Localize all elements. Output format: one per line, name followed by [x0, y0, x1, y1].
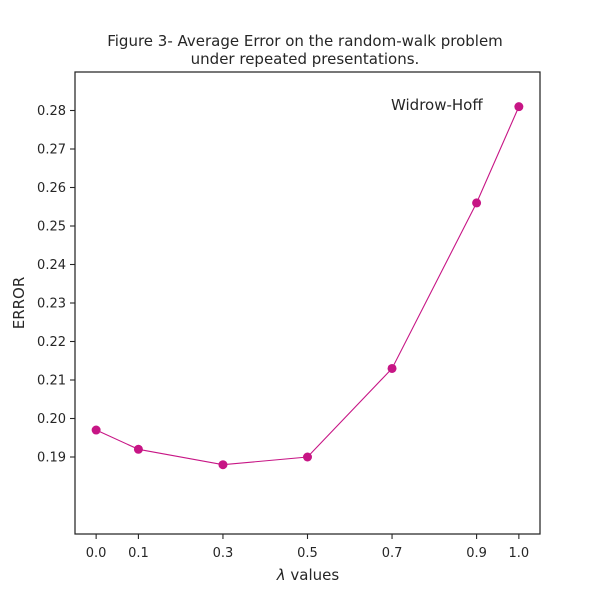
- data-point: [472, 198, 482, 208]
- y-tick-label: 0.20: [37, 412, 66, 427]
- y-axis-label: ERROR: [10, 277, 28, 330]
- chart-title-line-1: Figure 3- Average Error on the random-wa…: [107, 32, 503, 50]
- x-tick-label: 1.0: [509, 546, 530, 561]
- series-line: [95, 106, 520, 466]
- x-axis: 0.0 0.1 0.3 0.5 0.7 0.9 1.0: [86, 534, 529, 561]
- y-tick-label: 0.23: [37, 297, 66, 312]
- plot-frame: [74, 71, 541, 535]
- annotation-widrow-hoff: Widrow-Hoff: [391, 96, 483, 114]
- x-tick-label: 0.7: [382, 546, 403, 561]
- lambda-symbol: λ: [276, 566, 286, 584]
- x-tick-label: 0.1: [128, 546, 149, 561]
- y-tick-label: 0.24: [37, 258, 66, 273]
- y-tick-label: 0.28: [37, 104, 66, 119]
- y-tick-label: 0.27: [37, 143, 66, 158]
- y-tick-label: 0.22: [37, 335, 66, 350]
- x-axis-label-text: values: [286, 566, 340, 584]
- x-tick-label: 0.3: [213, 546, 234, 561]
- x-axis-label: λ values: [276, 566, 340, 584]
- data-point: [91, 425, 101, 435]
- data-point: [514, 102, 524, 112]
- y-tick-label: 0.21: [37, 374, 66, 389]
- y-tick-label: 0.19: [37, 451, 66, 466]
- data-point: [303, 452, 312, 462]
- data-point: [218, 460, 228, 470]
- data-point: [387, 363, 397, 373]
- y-tick-label: 0.25: [37, 220, 66, 235]
- series-error: [91, 102, 524, 470]
- x-tick-label: 0.0: [86, 546, 107, 561]
- chart-title-line-2: under repeated presentations.: [191, 50, 420, 68]
- x-tick-label: 0.5: [297, 546, 318, 561]
- y-tick-label: 0.26: [37, 181, 66, 196]
- x-tick-label: 0.9: [466, 546, 487, 561]
- data-point: [133, 444, 143, 454]
- y-axis: 0.19 0.20 0.21 0.22 0.23 0.24 0.25 0.26 0.27 0.28: [37, 104, 75, 466]
